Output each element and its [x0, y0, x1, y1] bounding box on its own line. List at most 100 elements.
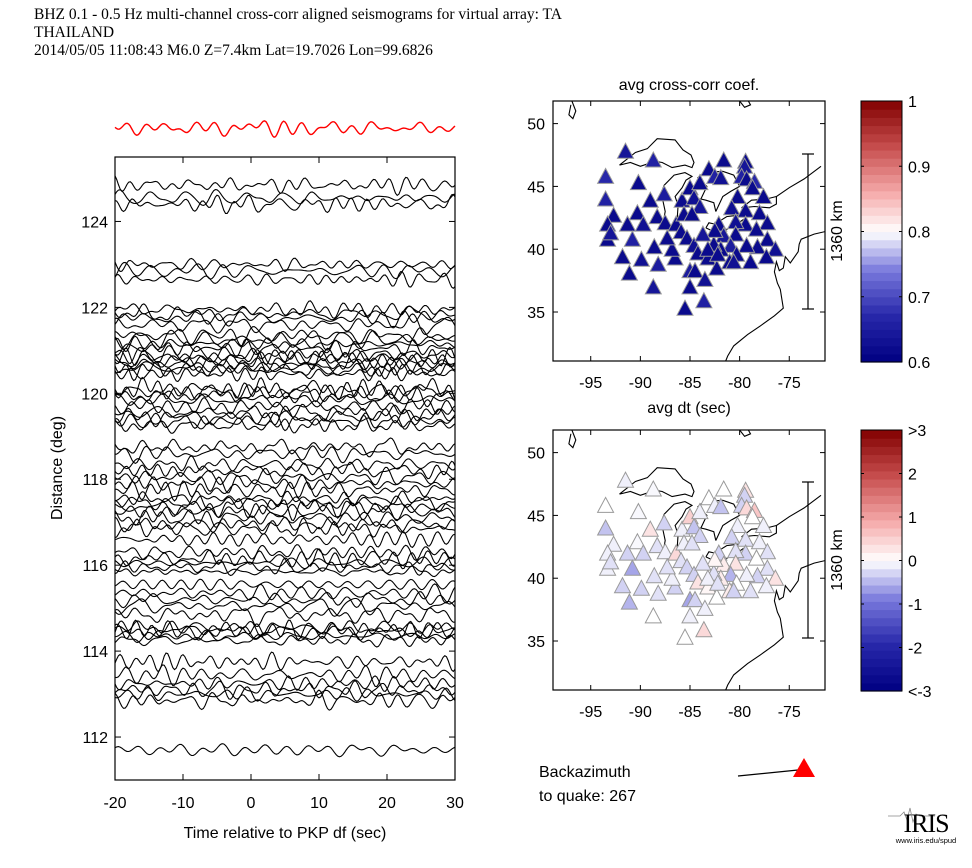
colorbar-tick-label: 1 — [908, 510, 917, 527]
station-triangle-icon — [694, 225, 712, 242]
seismogram-trace — [115, 257, 455, 273]
station-triangle-icon — [721, 236, 740, 253]
station-triangle-icon — [721, 565, 740, 582]
iris-logo-url[interactable]: www.iris.edu/spud — [895, 836, 957, 845]
colorbar-cross-corr — [860, 100, 903, 363]
coastline — [725, 560, 825, 690]
station-triangle-icon — [616, 471, 635, 488]
y-tick-label: 122 — [81, 300, 108, 317]
colorbar-segment — [861, 454, 902, 464]
seismogram-trace — [115, 651, 455, 673]
station-triangle-icon — [623, 559, 642, 576]
seismogram-trace — [115, 557, 455, 577]
colorbar-segment — [861, 438, 902, 447]
y-tick-label: 120 — [81, 386, 108, 403]
station-triangle-icon — [613, 576, 632, 594]
colorbar-segment — [861, 353, 902, 363]
colorbar-segment — [861, 633, 902, 643]
colorbar-tick-label: 0.6 — [908, 355, 930, 372]
station-triangle-icon — [663, 569, 681, 586]
seismogram-trace — [115, 357, 455, 373]
station-triangle-icon — [596, 167, 615, 184]
seismogram-trace — [115, 689, 455, 711]
station-triangle-icon — [754, 187, 773, 204]
seismogram-trace — [115, 606, 455, 627]
colorbar-segment — [861, 288, 902, 298]
station-triangle-icon — [632, 250, 651, 267]
colorbar-segment — [861, 272, 902, 282]
colorbar-dt-ticks: <-3 -2 -1 0 1 2 >3 — [861, 423, 932, 701]
map-x-tick-label: -85 — [678, 704, 701, 721]
colorbar-segment — [861, 609, 902, 619]
x-tick-label: -20 — [103, 795, 126, 812]
x-tick-label: 30 — [446, 795, 464, 812]
seismogram-trace — [115, 335, 455, 352]
station-triangle-icon — [676, 299, 694, 316]
station-triangle-icon — [644, 150, 663, 168]
colorbar-segment — [861, 215, 902, 224]
map-y-tick-label: 50 — [527, 446, 545, 463]
station-triangle-icon — [648, 207, 667, 225]
seismogram-xlabel: Time relative to PKP df (sec) — [184, 825, 387, 842]
colorbar-segment — [861, 503, 902, 513]
x-tick-label: 0 — [247, 795, 256, 812]
station-triangle-icon — [691, 197, 709, 214]
map1-scale-bar — [802, 153, 814, 310]
station-triangle-icon — [766, 240, 785, 257]
station-triangle-icon — [726, 225, 745, 242]
map-x-tick-label: -75 — [778, 375, 801, 392]
seismogram-trace — [115, 474, 455, 494]
map-x-tick-label: -95 — [579, 704, 602, 721]
seismogram-trace — [115, 175, 455, 197]
station-triangle-icon — [596, 496, 615, 513]
station-triangle-icon — [656, 542, 675, 560]
seismogram-trace — [115, 403, 455, 422]
station-triangle-icon — [705, 550, 724, 567]
station-triangle-icon — [696, 599, 714, 616]
station-triangle-icon — [695, 291, 713, 309]
colorbar-segment — [861, 519, 902, 529]
station-triangle-icon — [754, 516, 773, 533]
colorbar-tick-label: 2 — [908, 467, 917, 484]
station-triangle-icon — [724, 581, 743, 599]
station-triangle-icon — [681, 606, 699, 624]
seismogram-trace — [115, 664, 455, 688]
seismogram-traces — [115, 175, 455, 758]
backazimuth-triangle-icon — [793, 758, 815, 777]
colorbar-segment — [861, 601, 902, 611]
coastline — [741, 165, 822, 209]
colorbar-cross-corr-ticks: 0.6 0.7 0.8 0.9 1 — [861, 94, 930, 372]
station-triangle-icon — [686, 261, 704, 279]
colorbar-segment — [861, 568, 902, 578]
station-triangle-icon — [708, 574, 727, 591]
seismogram-trace — [115, 480, 455, 502]
colorbar-segment — [861, 544, 902, 553]
colorbar-segment — [861, 666, 902, 676]
station-triangle-icon — [750, 203, 769, 221]
station-triangle-icon — [747, 220, 766, 237]
colorbar-segment — [861, 345, 902, 355]
coastline — [568, 430, 577, 449]
colorbar-segment — [861, 198, 902, 208]
map1-scale-label: 1360 km — [829, 200, 846, 261]
station-triangle-icon — [644, 277, 663, 295]
colorbar-segment — [861, 478, 902, 488]
colorbar-segment — [861, 166, 902, 176]
backazimuth-line — [737, 769, 799, 777]
map1-title: avg cross-corr coef. — [619, 77, 759, 94]
seismogram-trace — [115, 271, 455, 290]
seismogram-trace — [115, 376, 455, 401]
colorbar-segment — [861, 487, 902, 496]
y-tick-label: 114 — [82, 644, 108, 661]
station-triangle-icon — [641, 520, 660, 537]
seismogram-trace — [115, 548, 455, 570]
station-triangle-icon — [705, 221, 724, 238]
station-triangle-icon — [741, 252, 760, 270]
station-triangle-icon — [711, 497, 730, 515]
map2-stations — [596, 471, 785, 645]
station-triangle-icon — [676, 628, 694, 645]
iris-logo[interactable]: IRIS www.iris.edu/spud — [886, 811, 966, 846]
seismogram-trace — [115, 193, 455, 214]
map1-xlabel: avg dt (sec) — [647, 400, 731, 417]
station-triangle-icon — [714, 479, 733, 497]
